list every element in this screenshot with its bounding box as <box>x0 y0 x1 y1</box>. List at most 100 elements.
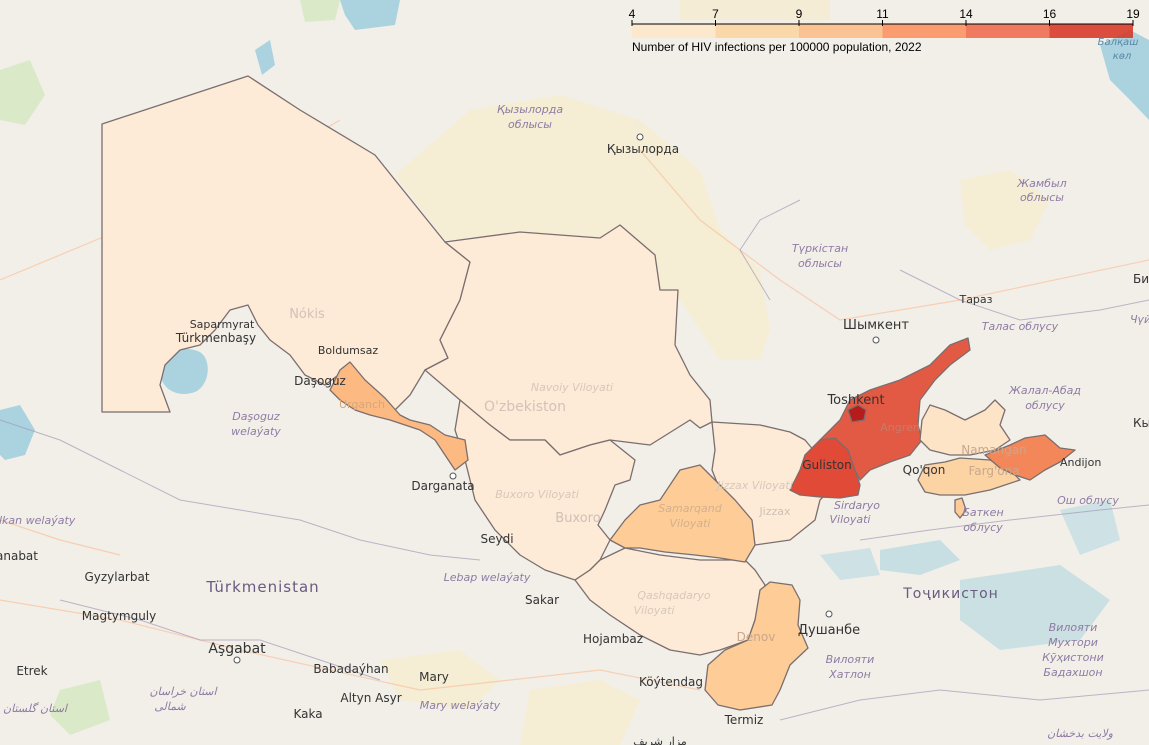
label-gyzylarbat: Gyzylarbat <box>84 570 149 584</box>
label-chu: Чүй <box>1130 313 1149 326</box>
label-guliston: Guliston <box>802 458 851 472</box>
legend-tick-label: 19 <box>1126 7 1140 21</box>
label-sakar: Sakar <box>525 593 559 607</box>
label-golestan: استان گلستان <box>3 702 69 715</box>
label-namangan: Namangan <box>961 443 1027 457</box>
label-qashqadaryo-2: Viloyati <box>634 604 675 617</box>
label-taraz: Тараз <box>958 293 992 306</box>
label-jambyl-1: Жамбыл <box>1016 177 1066 190</box>
label-mazar: مزار شریف <box>633 735 687 745</box>
label-qoqon: Qo'qon <box>903 463 946 477</box>
label-kyzylorda-region-1: Қызылорда <box>497 103 563 116</box>
label-nukus: Nókis <box>289 307 325 322</box>
admin-borders <box>0 199 1149 721</box>
label-kyzylorda-region-2: облысы <box>508 118 552 131</box>
label-mary-v: Mary welaýaty <box>420 699 501 712</box>
region-navoiy[interactable] <box>424 224 713 456</box>
label-dasoguz-v-2: welaýaty <box>231 425 281 438</box>
label-anabat: anabat <box>0 549 38 563</box>
label-qashqadaryo-1: Qashqadaryo <box>637 589 711 602</box>
label-talas: Талас облусу <box>982 320 1059 333</box>
label-shymkent: Шымкент <box>843 318 909 333</box>
label-termiz: Termiz <box>724 713 764 727</box>
label-sirdaryo-1: Sirdaryo <box>834 499 880 512</box>
label-kyzylorda-city: Қызылорда <box>607 142 679 156</box>
label-osh: Ош облусу <box>1057 494 1119 507</box>
city-markers <box>233 133 880 664</box>
legend-tick-label: 16 <box>1043 7 1057 21</box>
legend-swatch <box>632 24 716 38</box>
label-dargan: Darganata <box>411 479 474 493</box>
legend-title: Number of HIV infections per 100000 popu… <box>632 40 922 54</box>
label-batken-2: облусу <box>963 521 1003 534</box>
label-balkan: Balkan welaýaty <box>0 514 76 527</box>
label-buxoro: Buxoro <box>555 511 600 526</box>
label-andijon-partial: Andijon <box>1060 456 1101 469</box>
label-dasoguz: Daşoguz <box>294 374 346 388</box>
legend-color-bar <box>632 24 1133 38</box>
label-babadayhan: Babadaýhan <box>313 662 388 676</box>
label-uzbekiston: O'zbekiston <box>484 399 566 415</box>
label-koytendag: Köýtendag <box>639 675 703 689</box>
label-sapar: Saparmyrat <box>190 318 255 331</box>
label-ashgabat: Aşgabat <box>208 641 266 657</box>
map-labels: Қызылорда облысы Қызылорда Жамбыл облысы… <box>0 37 1149 745</box>
region-toshkent-city[interactable] <box>847 404 867 423</box>
label-balkhash-2: көл <box>1113 51 1132 62</box>
label-gbao-4: Бадахшон <box>1043 666 1102 679</box>
label-hojambaz: Hojambaz <box>583 632 643 646</box>
label-dasoguz-v-1: Daşoguz <box>232 410 280 423</box>
label-turkmenistan: Türkmenistan <box>205 578 319 596</box>
label-sirdaryo-2: Viloyati <box>830 513 871 526</box>
label-turkmenbasy: Türkmenbaşy <box>175 331 256 345</box>
legend-swatch <box>882 24 966 38</box>
label-jalal-abad-1: Жалал-Абад <box>1008 384 1081 397</box>
legend-swatch <box>966 24 1050 38</box>
region-batken-exclave <box>954 497 967 519</box>
label-bi: Би <box>1133 272 1149 286</box>
region-xorazm[interactable] <box>329 361 469 471</box>
label-tajikistan: Тоҷикистон <box>902 586 999 602</box>
label-magtymguly: Magtymguly <box>82 609 156 623</box>
label-gbao-3: Кӯҳистони <box>1042 651 1104 664</box>
label-gbao-1: Вилояти <box>1049 621 1098 634</box>
legend: 4 7 9 11 14 16 19 Number of HIV infections per… <box>629 7 1140 54</box>
legend-swatch <box>799 24 883 38</box>
label-mary: Mary <box>419 670 449 684</box>
label-lebap: Lebap welaýaty <box>444 571 531 584</box>
region-toshkent[interactable] <box>819 337 971 481</box>
legend-tick-label: 11 <box>876 7 889 21</box>
label-badakhshan-af: ولایت بدخشان <box>1047 727 1113 740</box>
label-jalal-abad-2: облусу <box>1025 399 1065 412</box>
label-samarqand-2: Viloyati <box>670 517 711 530</box>
label-boldumsaz: Boldumsaz <box>318 344 378 357</box>
legend-tick-label: 4 <box>629 7 636 21</box>
legend-tick-label: 14 <box>959 7 973 21</box>
region-surxondaryo[interactable] <box>704 581 809 711</box>
legend-swatch <box>715 24 799 38</box>
legend-swatch <box>1049 24 1133 38</box>
label-angren: Angren <box>880 421 920 434</box>
label-urganch: Urganch <box>339 398 385 411</box>
label-altyn: Altyn Asyr <box>340 691 401 705</box>
label-turkistan-1: Түркістан <box>792 242 848 255</box>
legend-tick-label: 7 <box>712 7 719 21</box>
label-samarqand-1: Samarqand <box>658 502 722 515</box>
label-balkhash-1: Балқаш <box>1098 37 1139 48</box>
label-batken-1: Баткен <box>962 506 1003 519</box>
region-fargona[interactable] <box>917 457 1021 496</box>
label-buxoro-v: Buxoro Viloyati <box>495 488 579 501</box>
vegetation-areas <box>0 0 340 735</box>
region-samarqand[interactable] <box>609 464 756 563</box>
label-toshkent: Toshkent <box>826 393 884 408</box>
region-namangan[interactable] <box>919 399 1011 456</box>
region-buxoro[interactable] <box>454 399 636 581</box>
choropleth-regions[interactable] <box>101 75 1076 711</box>
label-turkistan-2: облысы <box>798 257 842 270</box>
legend-tick-label: 9 <box>796 7 803 21</box>
region-andijon[interactable] <box>984 434 1076 481</box>
label-khorasan-2: شمالی <box>154 700 186 713</box>
label-kaka: Kaka <box>293 707 322 721</box>
label-khorasan-1: استان خراسان <box>149 685 218 698</box>
